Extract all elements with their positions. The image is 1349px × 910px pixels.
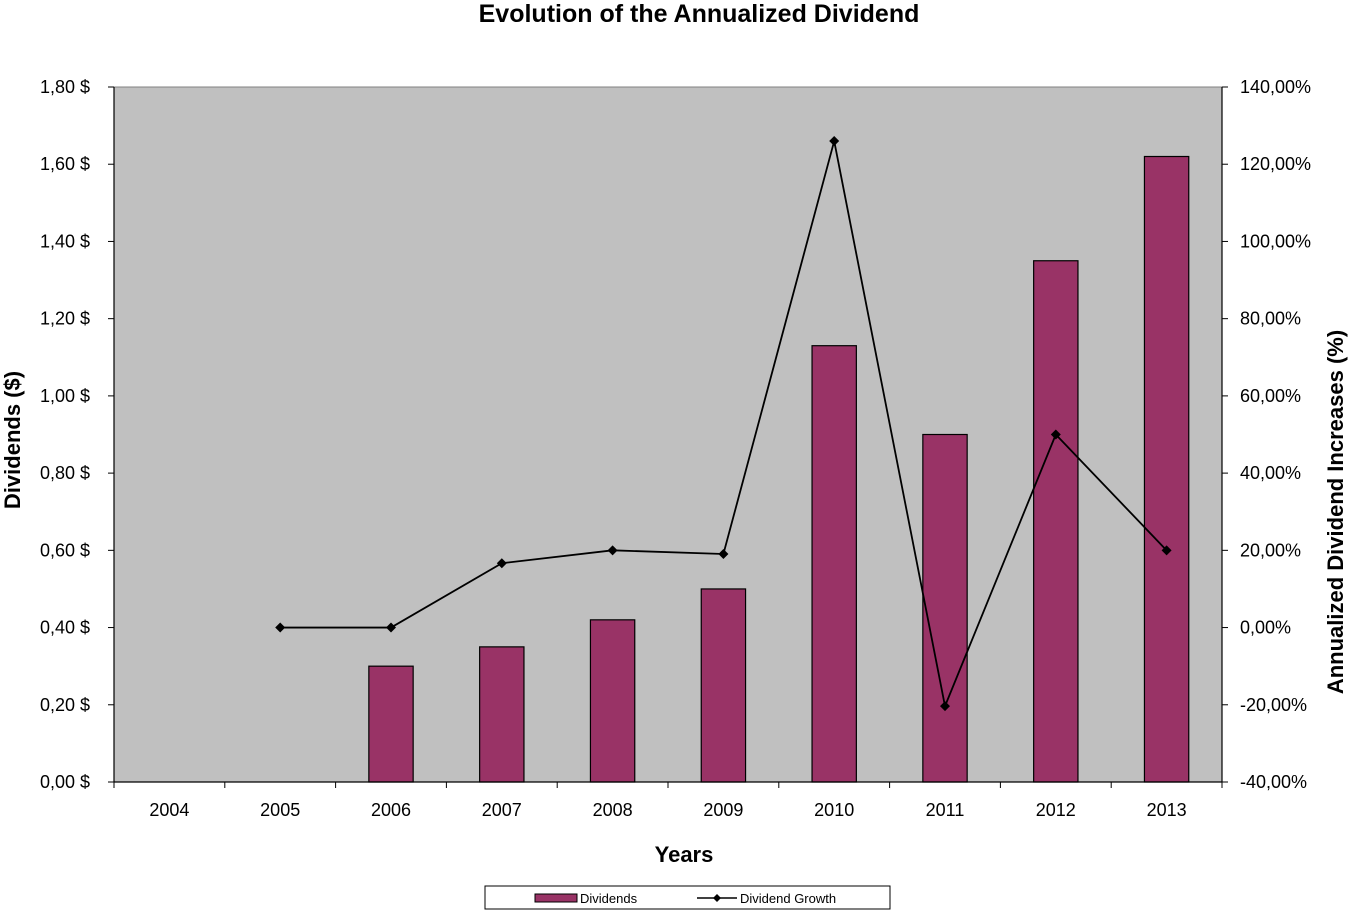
bar-2006 bbox=[368, 665, 414, 783]
y-axis-title: Dividends ($) bbox=[0, 371, 25, 509]
y-tick-label: 1,80 $ bbox=[40, 77, 90, 97]
bar-2013 bbox=[1143, 155, 1190, 783]
y-tick-label: 1,40 $ bbox=[40, 231, 90, 251]
bar-2011 bbox=[922, 433, 968, 783]
x-tick-label: 2013 bbox=[1147, 800, 1187, 820]
y2-tick-label: 20,00% bbox=[1240, 540, 1301, 560]
x-tick-label: 2005 bbox=[260, 800, 300, 820]
x-tick-label: 2012 bbox=[1036, 800, 1076, 820]
legend-swatch-dividends bbox=[534, 893, 578, 903]
growth-point-2006 bbox=[386, 622, 396, 633]
growth-point-2008 bbox=[607, 545, 618, 556]
bar-2012 bbox=[1033, 260, 1079, 783]
y-tick-label: 1,20 $ bbox=[40, 309, 90, 329]
bar-2010 bbox=[811, 345, 857, 783]
y2-tick-label: 80,00% bbox=[1240, 309, 1301, 329]
x-tick-label: 2011 bbox=[926, 800, 965, 820]
legend-marker-growth bbox=[713, 894, 721, 902]
y2-tick-label: -20,00% bbox=[1240, 695, 1307, 715]
bar-2008 bbox=[589, 619, 636, 783]
y-tick-label: 0,00 $ bbox=[40, 772, 90, 792]
growth-point-2010 bbox=[829, 136, 840, 147]
growth-point-2013 bbox=[1161, 545, 1172, 556]
x-tick-label: 2006 bbox=[371, 800, 411, 820]
y2-tick-label: -40,00% bbox=[1240, 772, 1307, 792]
y-tick-label: 0,40 $ bbox=[40, 618, 90, 638]
y-tick-label: 1,00 $ bbox=[40, 386, 90, 406]
y2-axis-title: Annualized Dividend Increases (%) bbox=[1323, 330, 1348, 694]
growth-point-2011 bbox=[940, 701, 950, 712]
growth-point-2007 bbox=[496, 558, 507, 569]
y-tick-label: 1,60 $ bbox=[40, 154, 90, 174]
x-tick-label: 2007 bbox=[482, 800, 522, 820]
y-tick-label: 0,20 $ bbox=[40, 695, 90, 715]
x-tick-label: 2004 bbox=[149, 800, 189, 820]
growth-point-2005 bbox=[275, 622, 286, 633]
y2-tick-label: 120,00% bbox=[1240, 154, 1311, 174]
legend-label-growth: Dividend Growth bbox=[740, 891, 836, 906]
growth-point-2009 bbox=[718, 549, 729, 560]
x-tick-label: 2009 bbox=[703, 800, 743, 820]
y2-tick-label: 40,00% bbox=[1240, 463, 1301, 483]
bar-2007 bbox=[479, 646, 525, 783]
legend: Dividends Dividend Growth bbox=[484, 885, 891, 910]
y2-tick-label: 60,00% bbox=[1240, 386, 1301, 406]
y-tick-label: 0,80 $ bbox=[40, 463, 90, 483]
growth-point-2012 bbox=[1050, 429, 1061, 440]
y2-tick-label: 100,00% bbox=[1240, 231, 1311, 251]
x-tick-label: 2010 bbox=[814, 800, 854, 820]
y2-tick-label: 140,00% bbox=[1240, 77, 1311, 97]
chart-title: Evolution of the Annualized Dividend bbox=[479, 0, 920, 28]
bar-2009 bbox=[700, 588, 747, 783]
y-tick-label: 0,60 $ bbox=[40, 540, 90, 560]
legend-box bbox=[484, 885, 891, 910]
x-axis-title: Years bbox=[655, 842, 714, 867]
x-tick-label: 2008 bbox=[593, 800, 633, 820]
y2-tick-label: 0,00% bbox=[1240, 618, 1291, 638]
legend-label-dividends: Dividends bbox=[580, 891, 638, 906]
